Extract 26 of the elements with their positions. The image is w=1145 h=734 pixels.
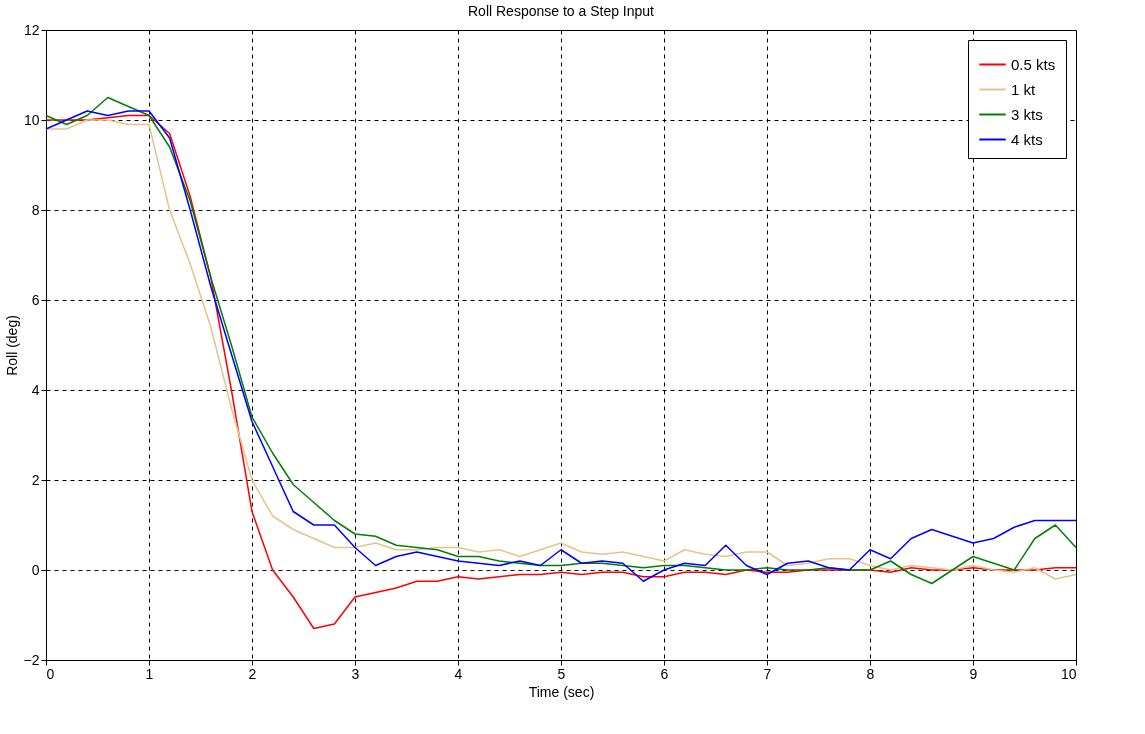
y-tick-label: −2 bbox=[23, 651, 40, 668]
legend-label: 3 kts bbox=[1011, 105, 1043, 123]
x-tick-label: 0 bbox=[46, 665, 55, 682]
legend-label: 0.5 kts bbox=[1011, 55, 1056, 73]
x-axis-title: Time (sec) bbox=[528, 683, 595, 700]
x-tick-label: 10 bbox=[1060, 665, 1077, 682]
y-tick-label: 2 bbox=[31, 471, 40, 488]
chart-title: Roll Response to a Step Input bbox=[467, 3, 655, 19]
x-tick-label: 9 bbox=[969, 665, 978, 682]
y-tick-label: 6 bbox=[31, 291, 40, 308]
x-tick-label: 7 bbox=[763, 665, 772, 682]
y-tick-label: 0 bbox=[31, 561, 40, 578]
y-axis-title: Roll (deg) bbox=[3, 315, 20, 376]
legend-label: 4 kts bbox=[1011, 130, 1043, 148]
x-tick-label: 1 bbox=[145, 665, 154, 682]
x-tick-label: 8 bbox=[866, 665, 875, 682]
y-tick-label: 4 bbox=[31, 381, 40, 398]
x-tick-label: 4 bbox=[454, 665, 463, 682]
legend-label: 1 kt bbox=[1011, 80, 1037, 98]
x-tick-label: 6 bbox=[660, 665, 669, 682]
x-tick-label: 2 bbox=[248, 665, 257, 682]
x-tick-label: 5 bbox=[557, 665, 566, 682]
x-tick-label: 3 bbox=[351, 665, 360, 682]
y-tick-label: 8 bbox=[31, 201, 40, 218]
y-tick-label: 12 bbox=[23, 21, 40, 38]
y-tick-label: 10 bbox=[23, 111, 40, 128]
